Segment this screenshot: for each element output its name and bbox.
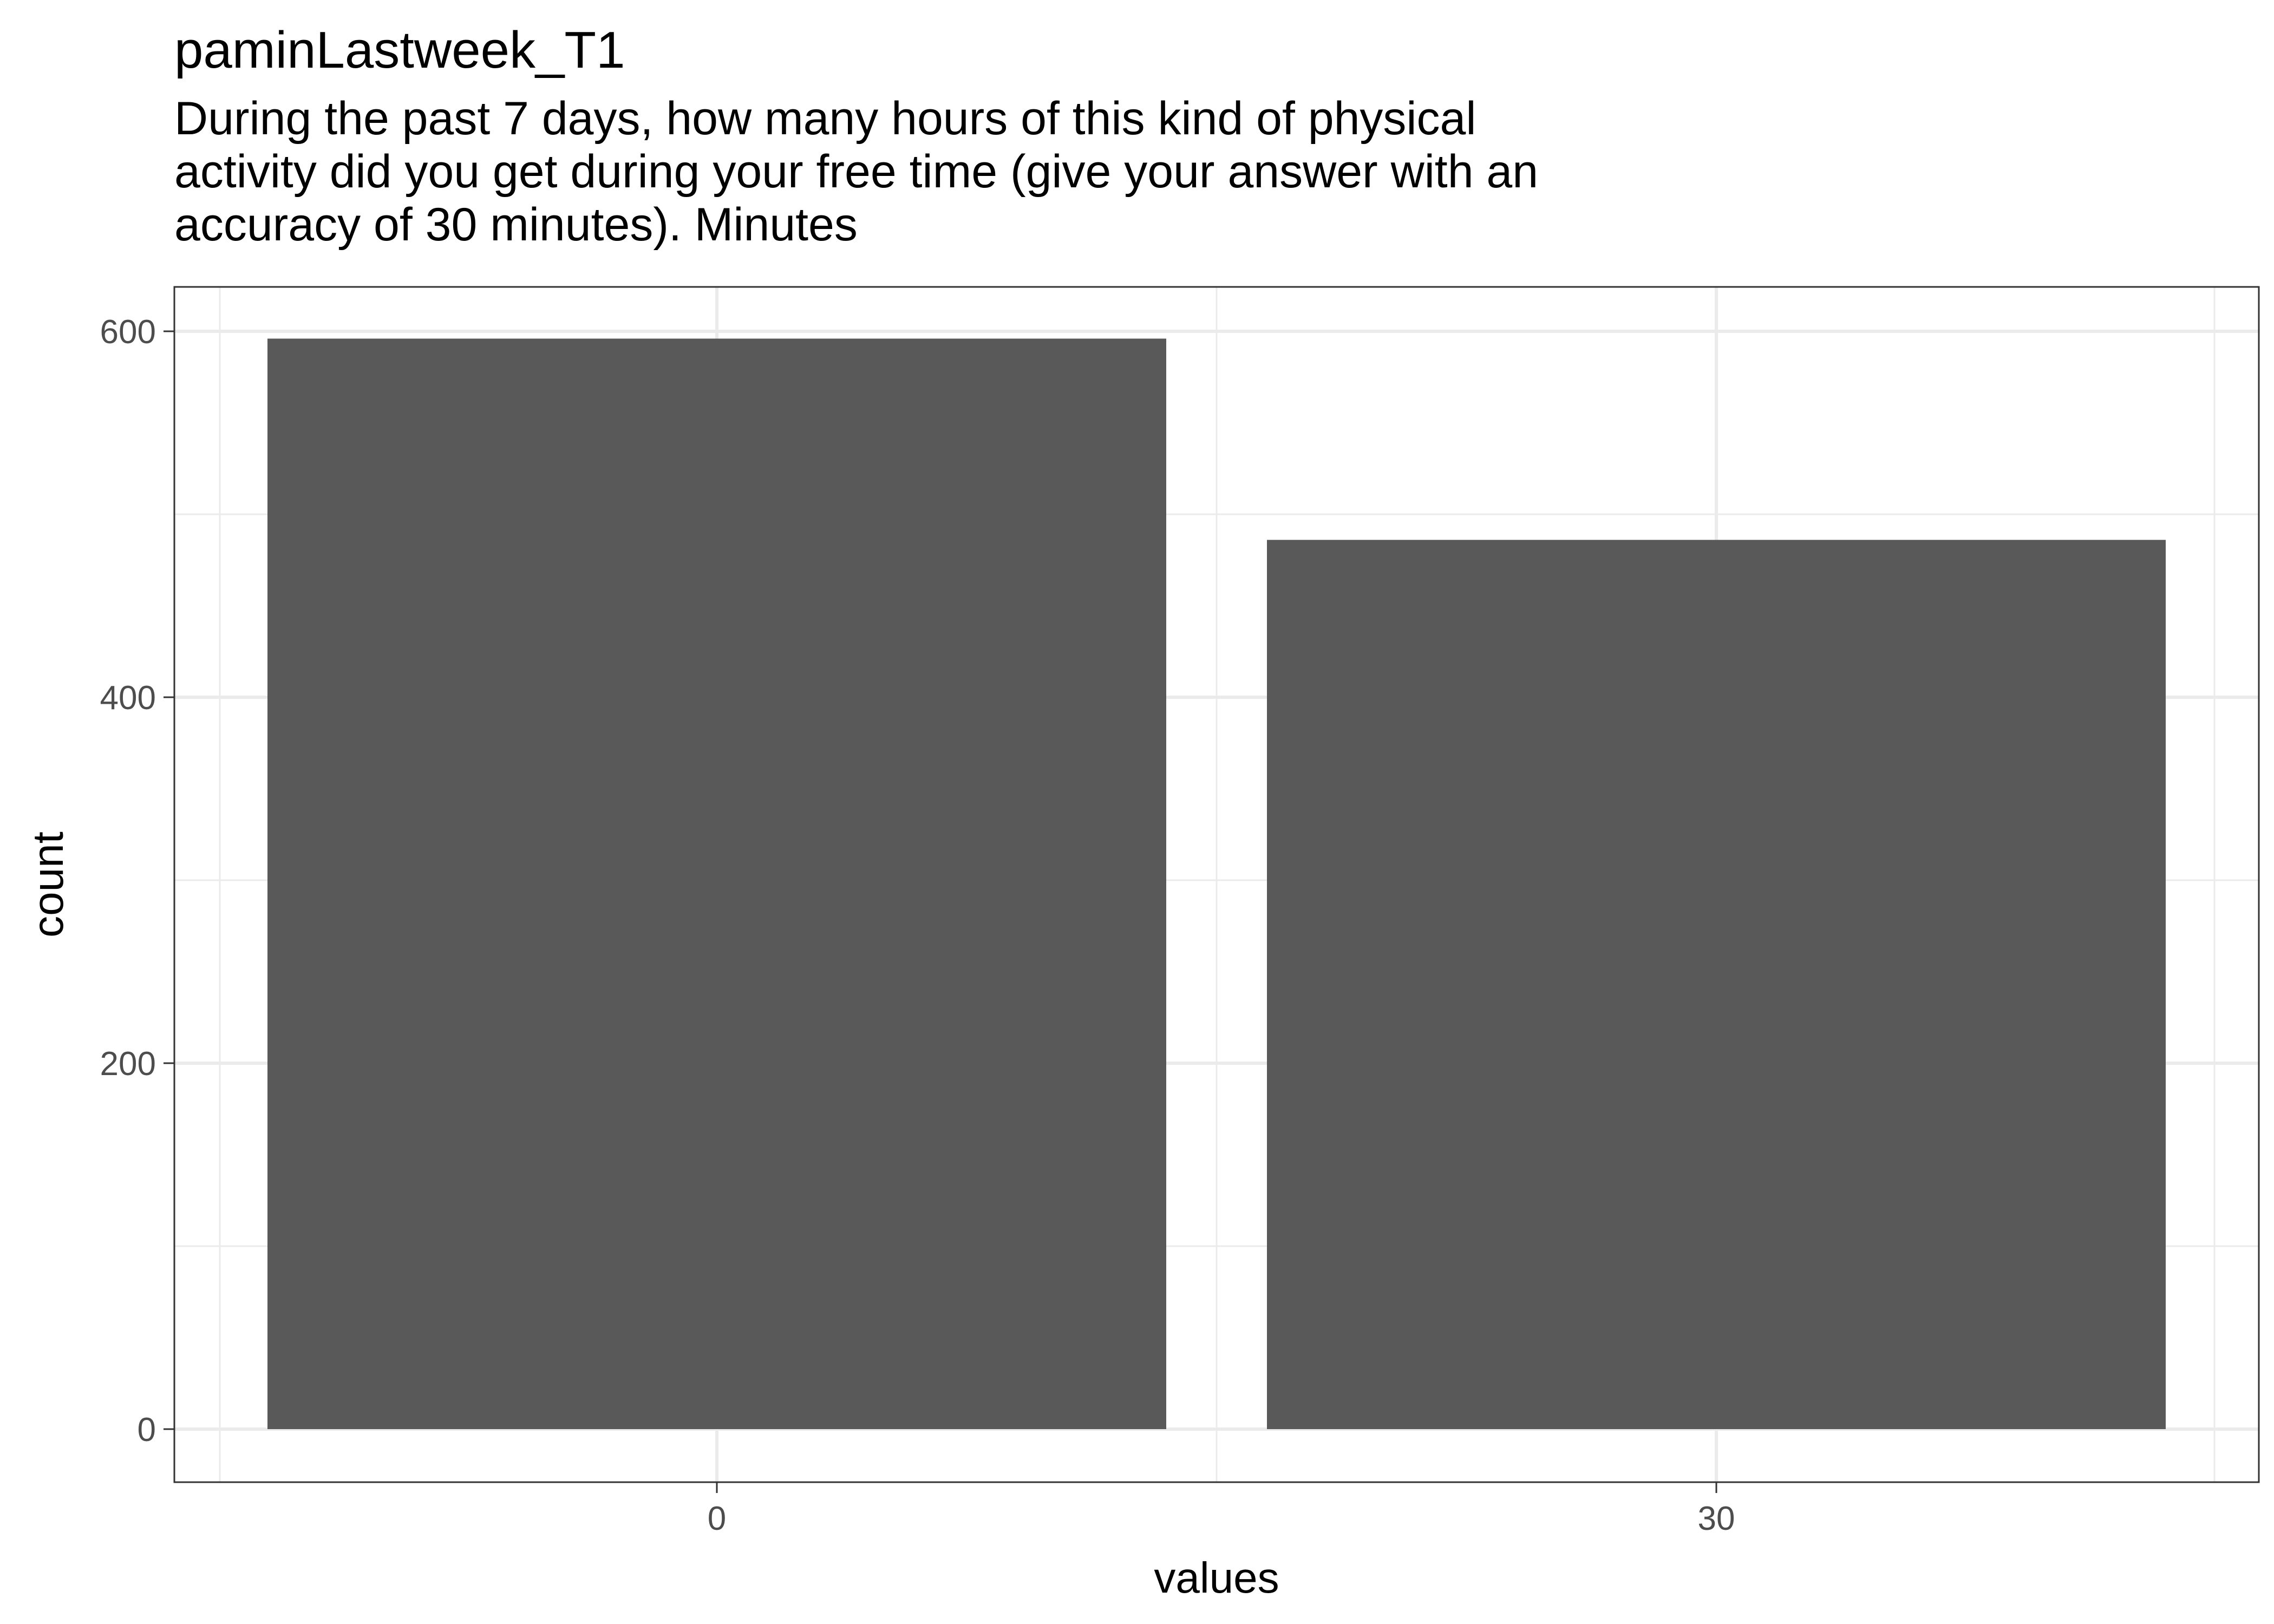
bar-30 bbox=[1267, 540, 2166, 1429]
x-tick-label: 30 bbox=[1698, 1500, 1735, 1537]
y-tick-label: 600 bbox=[100, 313, 156, 351]
chart-title: paminLastweek_T1 bbox=[174, 21, 625, 79]
panel-border bbox=[173, 286, 2260, 1483]
x-axis-title: values bbox=[1154, 1554, 1279, 1602]
bar-0 bbox=[267, 338, 1166, 1429]
axes: 0 200 400 600 0 30 bbox=[100, 313, 1735, 1537]
x-tick-label: 0 bbox=[708, 1500, 726, 1537]
y-tick-label: 200 bbox=[100, 1045, 156, 1083]
y-axis-title: count bbox=[24, 831, 72, 938]
chart-subtitle: During the past 7 days, how many hours o… bbox=[174, 93, 1539, 251]
y-tick-label: 400 bbox=[100, 679, 156, 717]
bars bbox=[267, 338, 2166, 1429]
y-tick-label: 0 bbox=[138, 1411, 156, 1449]
